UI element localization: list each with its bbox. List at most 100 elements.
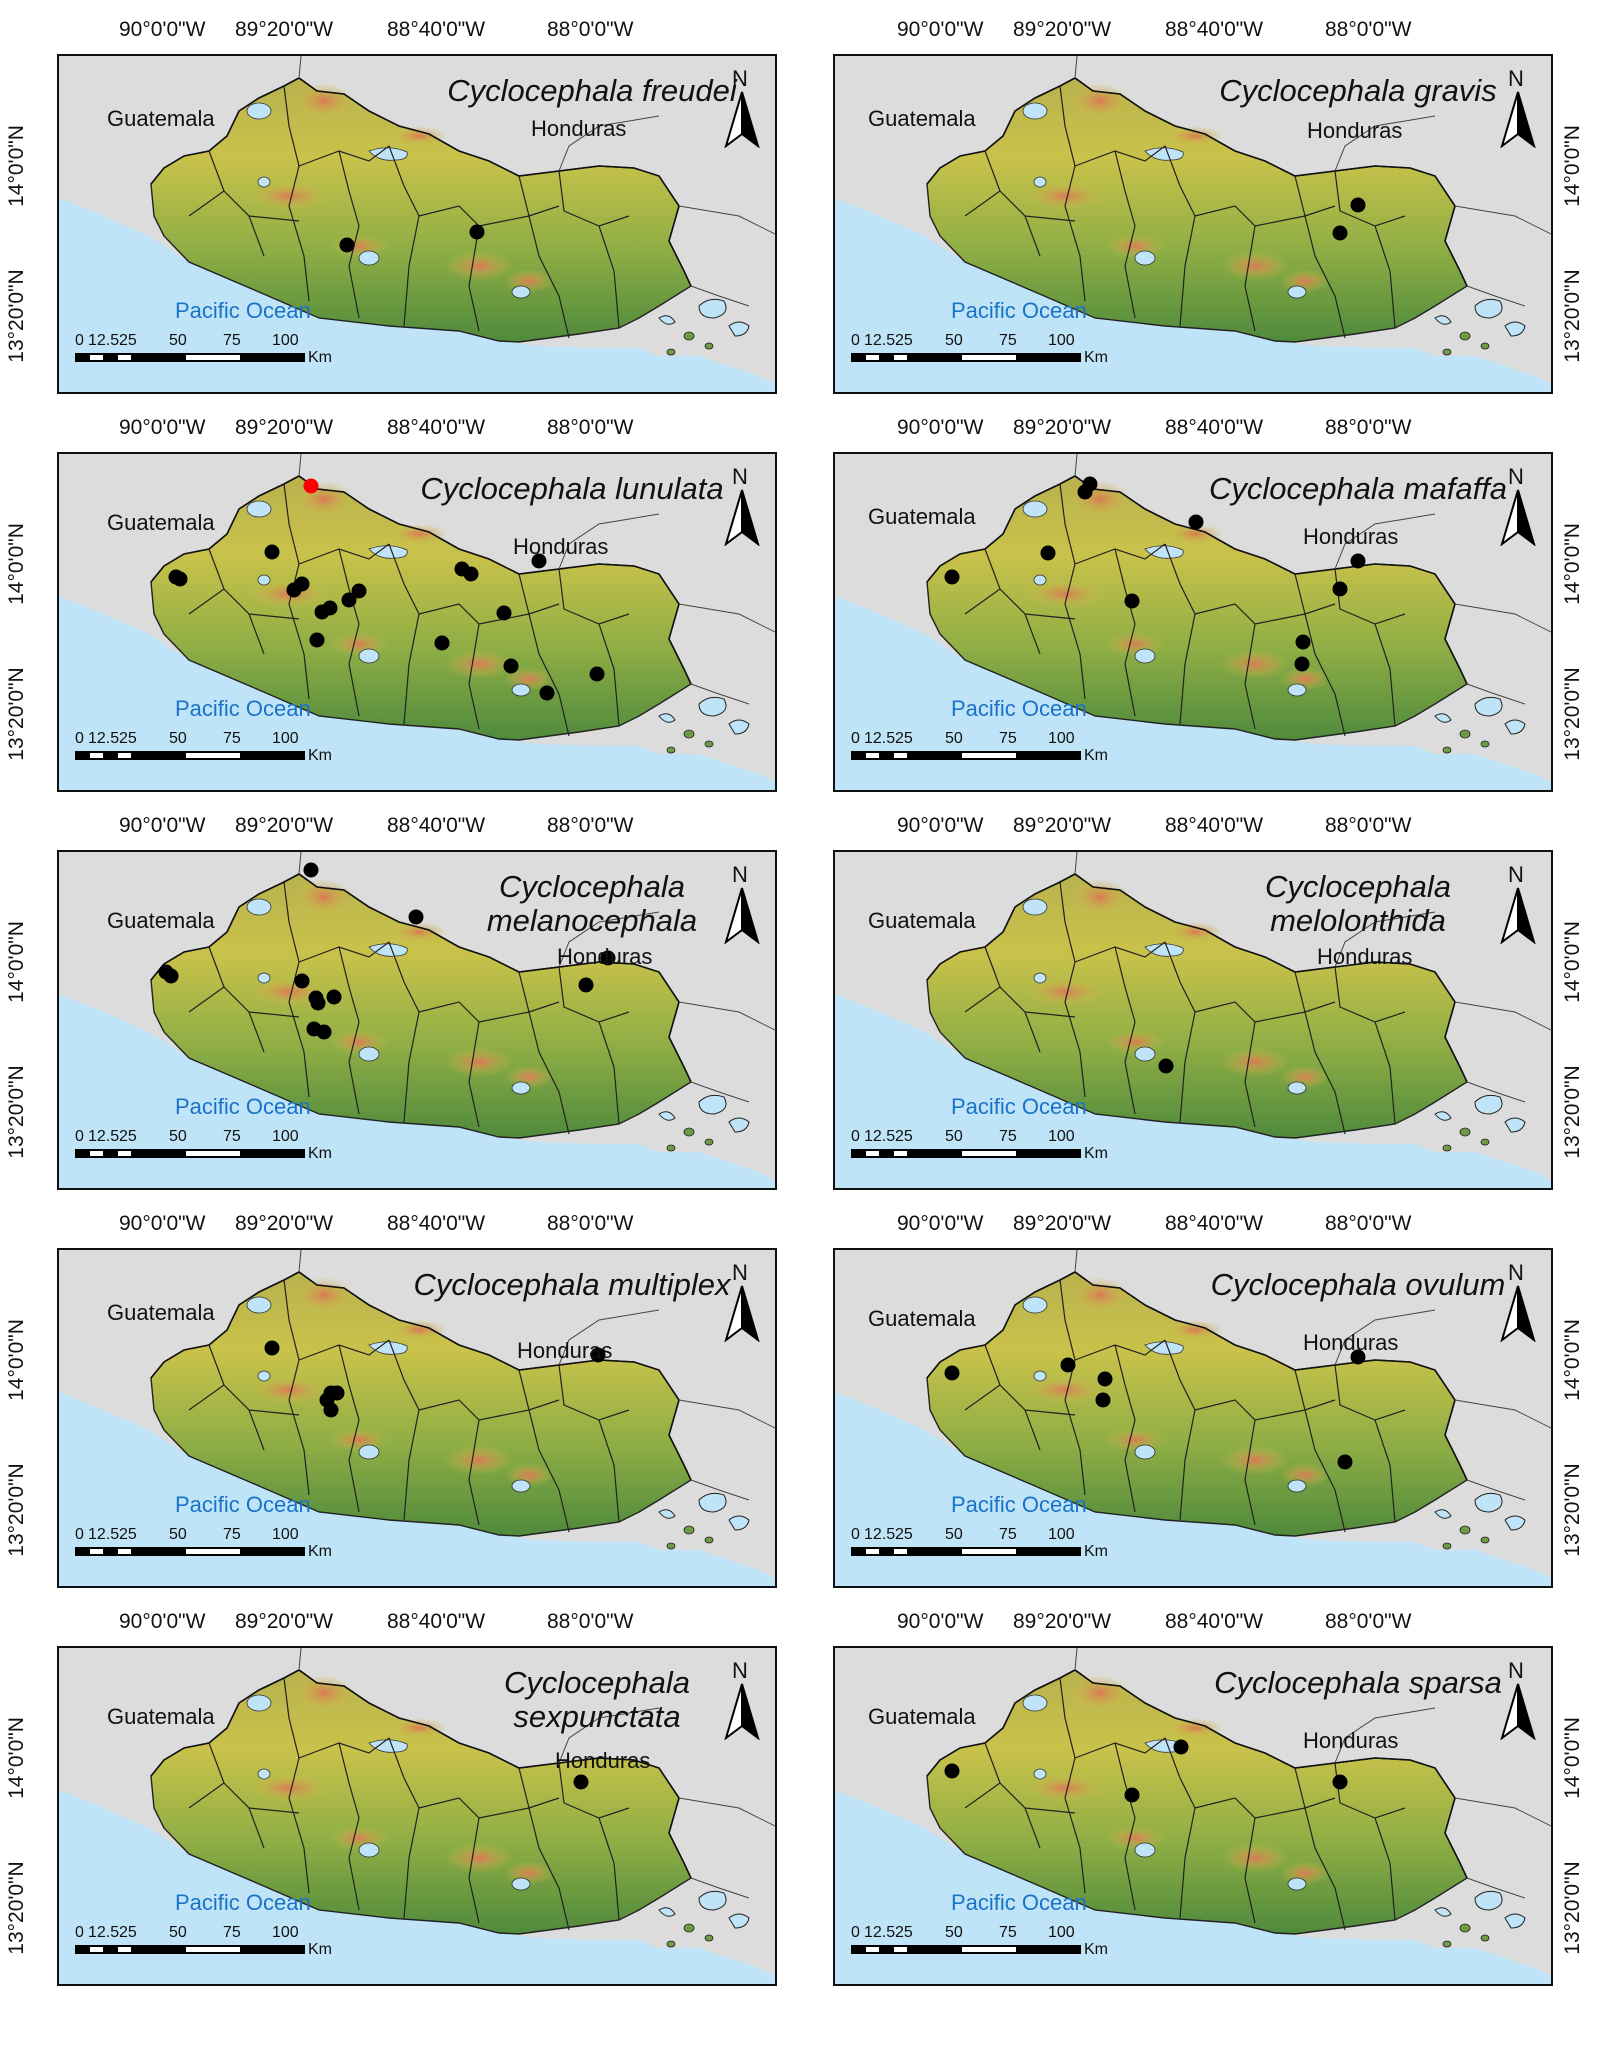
species-title: Cyclocephala lunulata — [387, 472, 757, 506]
record-point — [1040, 545, 1056, 561]
longitude-label: 88°40'0"W — [1165, 1610, 1264, 1633]
gulf-of-fonseca-islands — [658, 696, 750, 735]
mountain-relief — [294, 481, 354, 517]
record-point — [314, 604, 330, 620]
mountain-relief — [391, 126, 447, 146]
latitude-label: 13°20'0"N — [1561, 269, 1584, 363]
scale-ticks: 0 12.5 25 50 75 100 — [75, 1128, 335, 1146]
gulf-of-fonseca-islands — [1434, 1890, 1526, 1929]
pacific-ocean-area — [835, 994, 1551, 1188]
pacific-ocean-label: Pacific Ocean — [951, 696, 1087, 721]
map-canvas — [835, 852, 1551, 1188]
longitude-label: 89°20'0"W — [235, 416, 334, 439]
record-point — [1350, 553, 1366, 569]
pacific-ocean-label: Pacific Ocean — [175, 1094, 311, 1119]
scale-ticks: 0 12.5 25 50 75 100 — [851, 1128, 1111, 1146]
north-arrow-icon — [724, 91, 760, 148]
lake — [1287, 1877, 1307, 1891]
volcano-relief — [329, 1030, 389, 1054]
gulf-islands-land — [1442, 1923, 1490, 1948]
scale-tick: 0 — [75, 1526, 84, 1543]
mountain-relief — [1070, 481, 1130, 517]
scale-tick: 100 — [1048, 1924, 1075, 1941]
lake — [1144, 545, 1184, 559]
record-point — [1337, 1454, 1353, 1470]
volcano-relief — [1025, 1376, 1105, 1404]
pacific-ocean-area — [59, 198, 775, 392]
records-layer — [168, 478, 605, 701]
latitude-label: 13°20'0"N — [1561, 1463, 1584, 1557]
longitude-label: 89°20'0"W — [1013, 1610, 1112, 1633]
map-frame — [833, 1646, 1553, 1986]
scale-tick: 0 — [75, 1128, 84, 1145]
gulf-islands-land — [1442, 729, 1490, 754]
longitude-label: 89°20'0"W — [1013, 416, 1112, 439]
mountain-relief — [1167, 922, 1223, 942]
gulf-islands-land — [1442, 331, 1490, 356]
north-arrow-icon — [1500, 1683, 1536, 1740]
pacific-ocean-label: Pacific Ocean — [951, 1890, 1087, 1915]
scale-bar-graphic — [75, 1945, 305, 1954]
longitude-label: 88°0'0"W — [1325, 18, 1412, 41]
record-point — [286, 582, 302, 598]
department-borders — [188, 85, 630, 339]
lake — [246, 898, 272, 916]
scale-unit: Km — [1084, 1941, 1108, 1958]
scale-tick: 100 — [272, 332, 299, 349]
scale-tick: 75 — [223, 1924, 241, 1941]
record-point — [408, 909, 424, 925]
department-borders — [964, 881, 1406, 1135]
lake — [368, 943, 408, 957]
map-panel-7: Cyclocephala multiplex Guatemala Hondura… — [5, 1212, 777, 1643]
map-frame — [57, 1646, 777, 1986]
scale-tick: 75 — [999, 332, 1017, 349]
volcano-relief — [329, 1826, 389, 1850]
guatemala-label: Guatemala — [107, 510, 215, 535]
volcano-relief — [1105, 632, 1165, 656]
mountain-relief — [294, 1675, 354, 1711]
record-point — [306, 1021, 322, 1037]
longitude-label: 90°0'0"W — [897, 1610, 984, 1633]
volcano-relief — [444, 1445, 514, 1475]
volcano-relief — [444, 1047, 514, 1077]
map-panel-2: Cyclocephala gravis Guatemala Honduras P… — [833, 18, 1584, 449]
longitude-label: 88°40'0"W — [387, 1212, 486, 1235]
lake — [358, 250, 380, 266]
map-panel-6: Cyclocephala melolonthida Guatemala Hond… — [833, 814, 1584, 1245]
international-border — [150, 1669, 692, 1879]
record-point — [323, 1402, 339, 1418]
longitude-label: 90°0'0"W — [119, 1610, 206, 1633]
lake — [1022, 500, 1048, 518]
species-title: Cyclocephala multiplex — [377, 1268, 767, 1302]
pacific-ocean-area — [59, 596, 775, 790]
scale-unit: Km — [1084, 349, 1108, 366]
latitude-label: 14°0'0"N — [1561, 125, 1584, 207]
lake — [1134, 648, 1156, 664]
lake — [368, 147, 408, 161]
outer-boundary-line — [1074, 56, 1551, 307]
longitude-label: 90°0'0"W — [897, 1212, 984, 1235]
gulf-of-fonseca-islands — [1434, 298, 1526, 337]
latitude-label: 14°0'0"N — [5, 1319, 28, 1401]
scale-tick: 0 — [851, 1128, 860, 1145]
record-point — [573, 1774, 589, 1790]
scale-unit: Km — [308, 1543, 332, 1560]
gulf-islands-land — [666, 1923, 714, 1948]
lake — [1287, 1081, 1307, 1095]
volcano-relief — [329, 1428, 389, 1452]
department-borders — [964, 1279, 1406, 1533]
scale-tick: 100 — [272, 1526, 299, 1543]
record-point — [1124, 593, 1140, 609]
volcano-relief — [329, 234, 389, 258]
guatemala-label: Guatemala — [868, 504, 976, 529]
record-point — [1060, 1357, 1076, 1373]
lake — [1144, 943, 1184, 957]
record-point — [503, 658, 519, 674]
record-point — [1332, 581, 1348, 597]
lake — [1033, 176, 1047, 188]
longitude-label: 89°20'0"W — [1013, 1212, 1112, 1235]
north-letter: N — [732, 862, 748, 887]
north-arrow-icon — [724, 887, 760, 944]
longitude-label: 89°20'0"W — [1013, 814, 1112, 837]
honduras-label: Honduras — [1307, 118, 1403, 143]
